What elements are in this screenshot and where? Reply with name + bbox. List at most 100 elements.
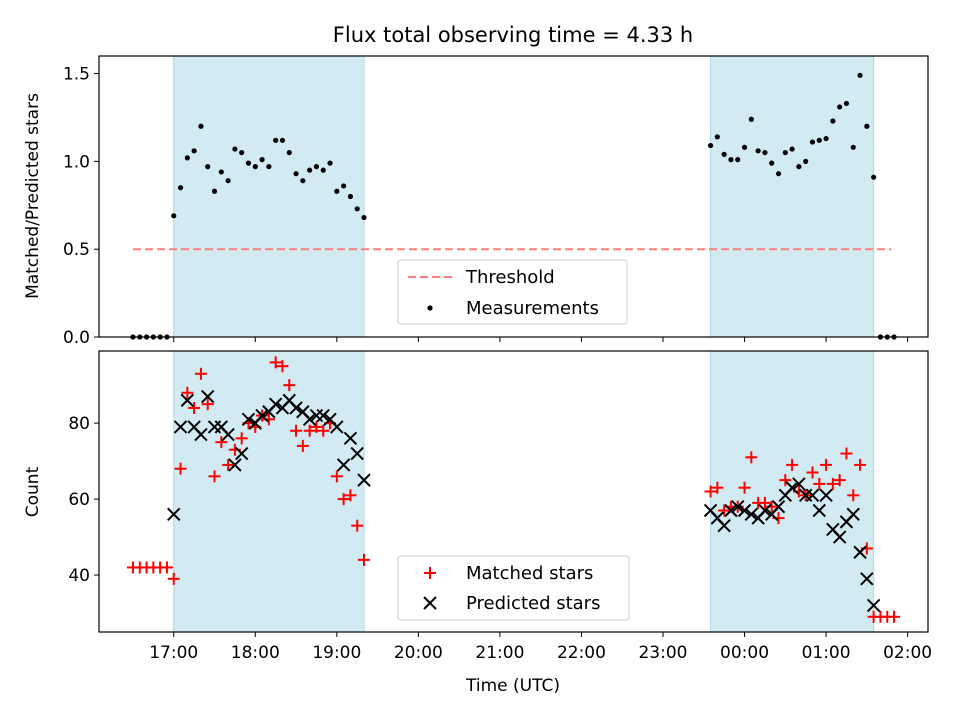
bottom-predicted-stars-marker-d2 <box>268 397 283 411</box>
bottom-predicted-stars-marker <box>336 458 351 472</box>
bottom-predicted-stars-marker-d2 <box>296 405 310 419</box>
top-measurements-marker <box>171 213 177 219</box>
top-measurements-marker <box>252 164 258 170</box>
top-measurements-marker <box>809 139 816 145</box>
bottom-predicted-stars-marker <box>357 473 371 487</box>
top-legend-measurements-label: Measurements <box>466 298 599 319</box>
bottom-predicted-stars-marker <box>316 408 330 423</box>
top-y-tick-label: 1.5 <box>63 65 90 85</box>
bottom-matched-stars-marker <box>222 458 235 471</box>
top-measurements-marker <box>762 149 768 156</box>
top-measurements-marker <box>341 183 347 189</box>
bottom-predicted-stars-marker <box>234 446 249 461</box>
top-measurements-marker <box>205 164 211 170</box>
top-measurements-marker <box>307 167 313 173</box>
bottom-predicted-stars-marker-d2 <box>289 401 303 415</box>
bottom-predicted-stars-marker-d2 <box>758 503 772 518</box>
bottom-predicted-stars-marker <box>330 420 344 434</box>
bottom-predicted-stars-marker-d2 <box>744 507 759 521</box>
bottom-predicted-stars-marker <box>717 518 731 533</box>
bottom-y-tick-label: 40 <box>68 566 90 586</box>
bottom-predicted-stars-marker-d2 <box>302 412 317 427</box>
top-y-tick-label: 1.0 <box>63 152 90 172</box>
top-y-tick-label: 0.0 <box>63 328 90 348</box>
bottom-matched-stars-marker <box>290 424 303 437</box>
top-shaded-interval <box>710 55 875 338</box>
top-measurements-marker <box>327 160 333 166</box>
bottom-predicted-stars-marker-d2 <box>710 511 725 525</box>
top-measurements-marker <box>191 148 197 154</box>
bottom-matched-stars-marker <box>351 519 364 532</box>
bottom-predicted-stars-marker <box>289 401 303 415</box>
top-measurements-marker <box>300 178 306 184</box>
bottom-legend: Matched stars Predicted stars <box>397 555 630 621</box>
top-measurements-marker <box>741 144 748 150</box>
top-measurements-marker <box>211 188 218 194</box>
bottom-matched-stars-marker <box>208 470 221 483</box>
bottom-predicted-stars-marker-d2 <box>717 518 731 533</box>
bottom-predicted-stars-marker-d2 <box>241 412 256 427</box>
top-measurements-marker <box>796 164 802 170</box>
bottom-y-axis-label: Count <box>23 466 43 517</box>
bottom-matched-stars-marker <box>758 496 771 509</box>
bottom-predicted-stars-marker-d2 <box>819 488 833 503</box>
top-y-tick-label: 0.5 <box>63 240 90 260</box>
bottom-predicted-stars-marker <box>194 427 208 442</box>
bottom-predicted-stars-marker-d2 <box>724 503 738 518</box>
bottom-matched-stars-marker <box>833 474 846 487</box>
bottom-predicted-stars-marker <box>302 412 317 427</box>
bottom-predicted-stars-marker <box>350 446 364 461</box>
bottom-predicted-stars-marker <box>167 507 181 521</box>
top-measurements-marker <box>728 157 734 163</box>
bottom-predicted-stars-marker-d2 <box>846 507 860 521</box>
bottom-legend-matched-label: Matched stars <box>466 563 593 584</box>
top-measurements-marker <box>198 123 204 129</box>
top-measurements-marker <box>361 214 367 221</box>
top-measurements-marker <box>721 151 727 157</box>
bottom-x-tick-label: 23:00 <box>638 643 687 663</box>
top-legend-threshold-label: Threshold <box>465 267 555 288</box>
bottom-predicted-stars-marker-d2 <box>330 420 344 434</box>
bottom-predicted-stars-marker-d2 <box>785 480 799 495</box>
bottom-matched-stars-marker <box>174 462 187 475</box>
top-measurements-marker <box>245 160 252 166</box>
bottom-predicted-stars-marker <box>268 397 283 411</box>
bottom-predicted-stars-marker-d2 <box>812 503 826 518</box>
bottom-matched-stars-marker <box>303 424 316 437</box>
bottom-matched-stars-marker <box>296 439 309 452</box>
bottom-matched-stars-marker <box>235 432 248 445</box>
top-measurements-marker <box>707 142 714 149</box>
top-measurements-marker <box>714 134 720 140</box>
top-measurements-marker <box>218 169 224 175</box>
bottom-predicted-stars-marker <box>853 545 867 559</box>
bottom-matched-stars-marker <box>704 485 717 498</box>
chart-title: Flux total observing time = 4.33 h <box>333 23 693 47</box>
top-measurements-marker <box>857 72 863 78</box>
bottom-plot-frame <box>98 350 929 633</box>
bottom-predicted-stars-marker <box>812 503 826 518</box>
top-measurements-marker <box>313 164 320 170</box>
top-measurements-marker <box>803 158 809 164</box>
bottom-predicted-stars-marker-d2 <box>357 473 371 487</box>
bottom-y-tick-label: 80 <box>68 414 90 434</box>
bottom-legend-box <box>397 555 630 621</box>
bottom-predicted-stars-marker-d2 <box>167 507 181 521</box>
bottom-predicted-stars-marker-d2 <box>731 499 745 514</box>
bottom-panel: 40 60 80 17:00 18:00 19:00 20:00 21:00 22:00 23:0… <box>68 350 932 663</box>
bottom-legend-matched-swatch <box>424 567 436 579</box>
bottom-matched-stars-marker <box>160 561 173 574</box>
top-measurements-marker <box>293 171 299 177</box>
top-measurements-marker <box>286 149 292 156</box>
top-y-axis-label: Matched/Predicted stars <box>23 93 43 299</box>
bottom-x-tick-label: 20:00 <box>394 643 443 663</box>
bottom-predicted-stars-marker <box>792 477 806 491</box>
bottom-matched-stars-marker <box>840 447 853 460</box>
bottom-predicted-stars-marker-d2 <box>180 393 195 408</box>
top-measurements-marker <box>184 155 190 161</box>
bottom-predicted-stars-marker <box>221 427 235 442</box>
bottom-matched-stars-marker <box>813 477 826 490</box>
bottom-matched-stars-marker <box>194 367 207 380</box>
top-measurements-marker <box>320 167 326 173</box>
top-measurements-marker <box>266 164 272 170</box>
top-measurements-marker <box>823 135 829 142</box>
